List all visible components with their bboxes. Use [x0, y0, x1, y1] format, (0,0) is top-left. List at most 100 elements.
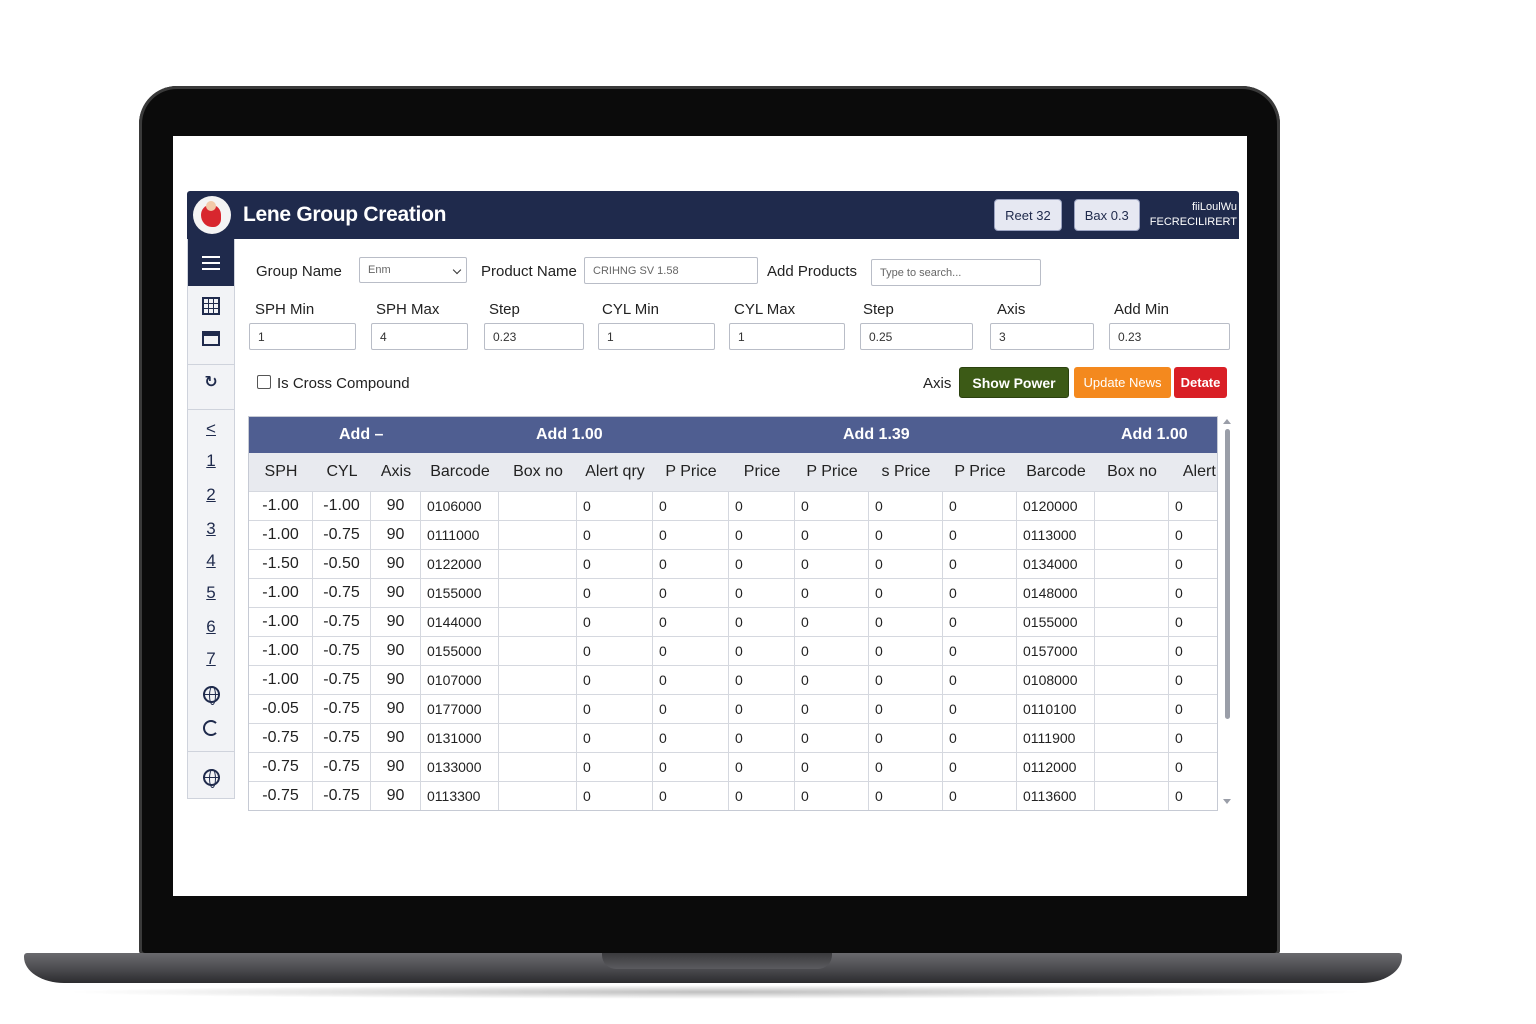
table-cell[interactable]: 0 [1169, 753, 1217, 781]
table-row[interactable]: -1.00 -0.75 90 0155000 0 0 0 0 0 0 0148000 0 [249, 578, 1217, 607]
table-cell[interactable] [1095, 579, 1169, 607]
table-cell[interactable]: 0 [653, 492, 729, 520]
table-cell[interactable]: 0 [869, 550, 943, 578]
table-cell[interactable]: 0 [795, 695, 869, 723]
table-cell[interactable]: 0 [653, 666, 729, 694]
table-cell[interactable]: 0113000 [1017, 521, 1095, 549]
table-cell[interactable]: 0 [795, 637, 869, 665]
table-cell[interactable]: 0 [653, 695, 729, 723]
table-cell[interactable]: 0 [943, 666, 1017, 694]
cyl-max-input[interactable]: 1 [729, 323, 845, 350]
table-cell[interactable] [1095, 724, 1169, 752]
sidebar-item-2[interactable]: 2 [206, 485, 216, 504]
table-cell[interactable]: 0 [1169, 579, 1217, 607]
table-cell[interactable]: 0106000 [421, 492, 499, 520]
sidebar-item-window[interactable] [188, 331, 234, 350]
table-cell[interactable] [499, 782, 577, 810]
table-cell[interactable]: 0 [577, 695, 653, 723]
table-cell[interactable] [499, 724, 577, 752]
sidebar-item-1[interactable]: 1 [206, 451, 216, 470]
table-cell[interactable] [499, 608, 577, 636]
table-cell[interactable]: 0 [869, 724, 943, 752]
table-cell[interactable]: 0 [943, 753, 1017, 781]
table-cell[interactable]: 0 [795, 521, 869, 549]
table-cell[interactable]: 0 [869, 521, 943, 549]
table-cell[interactable] [1095, 666, 1169, 694]
table-cell[interactable]: 0 [869, 492, 943, 520]
table-cell[interactable]: 0 [795, 753, 869, 781]
table-cell[interactable]: 0 [795, 608, 869, 636]
table-cell[interactable] [1095, 521, 1169, 549]
table-cell[interactable]: 0 [729, 579, 795, 607]
table-cell[interactable]: 0107000 [421, 666, 499, 694]
table-cell[interactable]: 0 [653, 753, 729, 781]
table-cell[interactable] [499, 550, 577, 578]
table-cell[interactable]: 0 [869, 608, 943, 636]
table-cell[interactable]: 0 [577, 724, 653, 752]
table-cell[interactable]: 0 [729, 637, 795, 665]
table-cell[interactable] [1095, 550, 1169, 578]
table-cell[interactable]: 0 [729, 608, 795, 636]
table-cell[interactable]: 0 [795, 724, 869, 752]
table-cell[interactable] [499, 492, 577, 520]
table-cell[interactable]: 0 [943, 608, 1017, 636]
table-cell[interactable]: 0122000 [421, 550, 499, 578]
table-cell[interactable]: 0155000 [1017, 608, 1095, 636]
sidebar-item-refresh[interactable] [188, 720, 234, 740]
table-cell[interactable]: 0 [943, 492, 1017, 520]
table-row[interactable]: -1.00 -0.75 90 0111000 0 0 0 0 0 0 0113000 0 [249, 520, 1217, 549]
add-products-search-input[interactable]: Type to search... [871, 259, 1041, 286]
table-cell[interactable]: 0 [653, 782, 729, 810]
table-cell[interactable]: 0 [869, 637, 943, 665]
table-cell[interactable]: 0113300 [421, 782, 499, 810]
table-cell[interactable]: 0112000 [1017, 753, 1095, 781]
table-cell[interactable]: 0 [577, 521, 653, 549]
cyl-min-input[interactable]: 1 [598, 323, 715, 350]
table-cell[interactable]: 0 [1169, 608, 1217, 636]
sph-max-input[interactable]: 4 [371, 323, 468, 350]
sidebar-item-back[interactable]: < [206, 419, 216, 438]
table-cell[interactable]: 0 [869, 666, 943, 694]
table-cell[interactable]: 0 [577, 782, 653, 810]
table-cell[interactable]: 0 [943, 695, 1017, 723]
table-cell[interactable]: 0144000 [421, 608, 499, 636]
table-cell[interactable]: 0 [653, 521, 729, 549]
sidebar-item-grid[interactable] [188, 297, 234, 319]
table-cell[interactable]: 0 [653, 550, 729, 578]
table-cell[interactable]: 0 [795, 579, 869, 607]
table-cell[interactable]: 0 [943, 782, 1017, 810]
sph-step-input[interactable]: 0.23 [484, 323, 584, 350]
table-cell[interactable]: 0 [729, 550, 795, 578]
user-info[interactable]: fiiLoulWu FECRECILIRERT [1150, 200, 1237, 230]
cyl-step-input[interactable]: 0.25 [860, 323, 973, 350]
table-cell[interactable] [499, 666, 577, 694]
table-row[interactable]: -0.75 -0.75 90 0113300 0 0 0 0 0 0 0113600 0 [249, 781, 1217, 810]
show-power-button[interactable]: Show Power [959, 367, 1069, 398]
reset-button[interactable]: Reet 32 [994, 199, 1062, 231]
table-cell[interactable]: 0 [729, 695, 795, 723]
box-button[interactable]: Bax 0.3 [1073, 199, 1140, 231]
table-cell[interactable]: 0134000 [1017, 550, 1095, 578]
menu-toggle-button[interactable] [188, 239, 234, 286]
table-cell[interactable]: 0 [869, 695, 943, 723]
table-cell[interactable]: 0 [943, 637, 1017, 665]
sidebar-item-7[interactable]: 7 [206, 649, 216, 668]
table-cell[interactable]: 0 [795, 666, 869, 694]
table-cell[interactable]: 0 [729, 521, 795, 549]
sidebar-item-4[interactable]: 4 [206, 551, 216, 570]
table-cell[interactable]: 0177000 [421, 695, 499, 723]
table-cell[interactable]: 0 [729, 724, 795, 752]
table-cell[interactable] [499, 521, 577, 549]
table-cell[interactable]: 0 [943, 724, 1017, 752]
table-cell[interactable]: 0 [653, 724, 729, 752]
table-cell[interactable]: 0 [653, 637, 729, 665]
table-cell[interactable]: 0 [577, 492, 653, 520]
table-cell[interactable]: 0 [577, 579, 653, 607]
table-cell[interactable] [499, 695, 577, 723]
table-cell[interactable]: 0155000 [421, 637, 499, 665]
product-name-input[interactable]: CRIHNG SV 1.58 [584, 257, 758, 284]
table-scrollbar[interactable] [1222, 419, 1232, 804]
table-cell[interactable]: 0 [1169, 550, 1217, 578]
update-button[interactable]: Update News [1074, 367, 1171, 398]
table-cell[interactable] [499, 637, 577, 665]
